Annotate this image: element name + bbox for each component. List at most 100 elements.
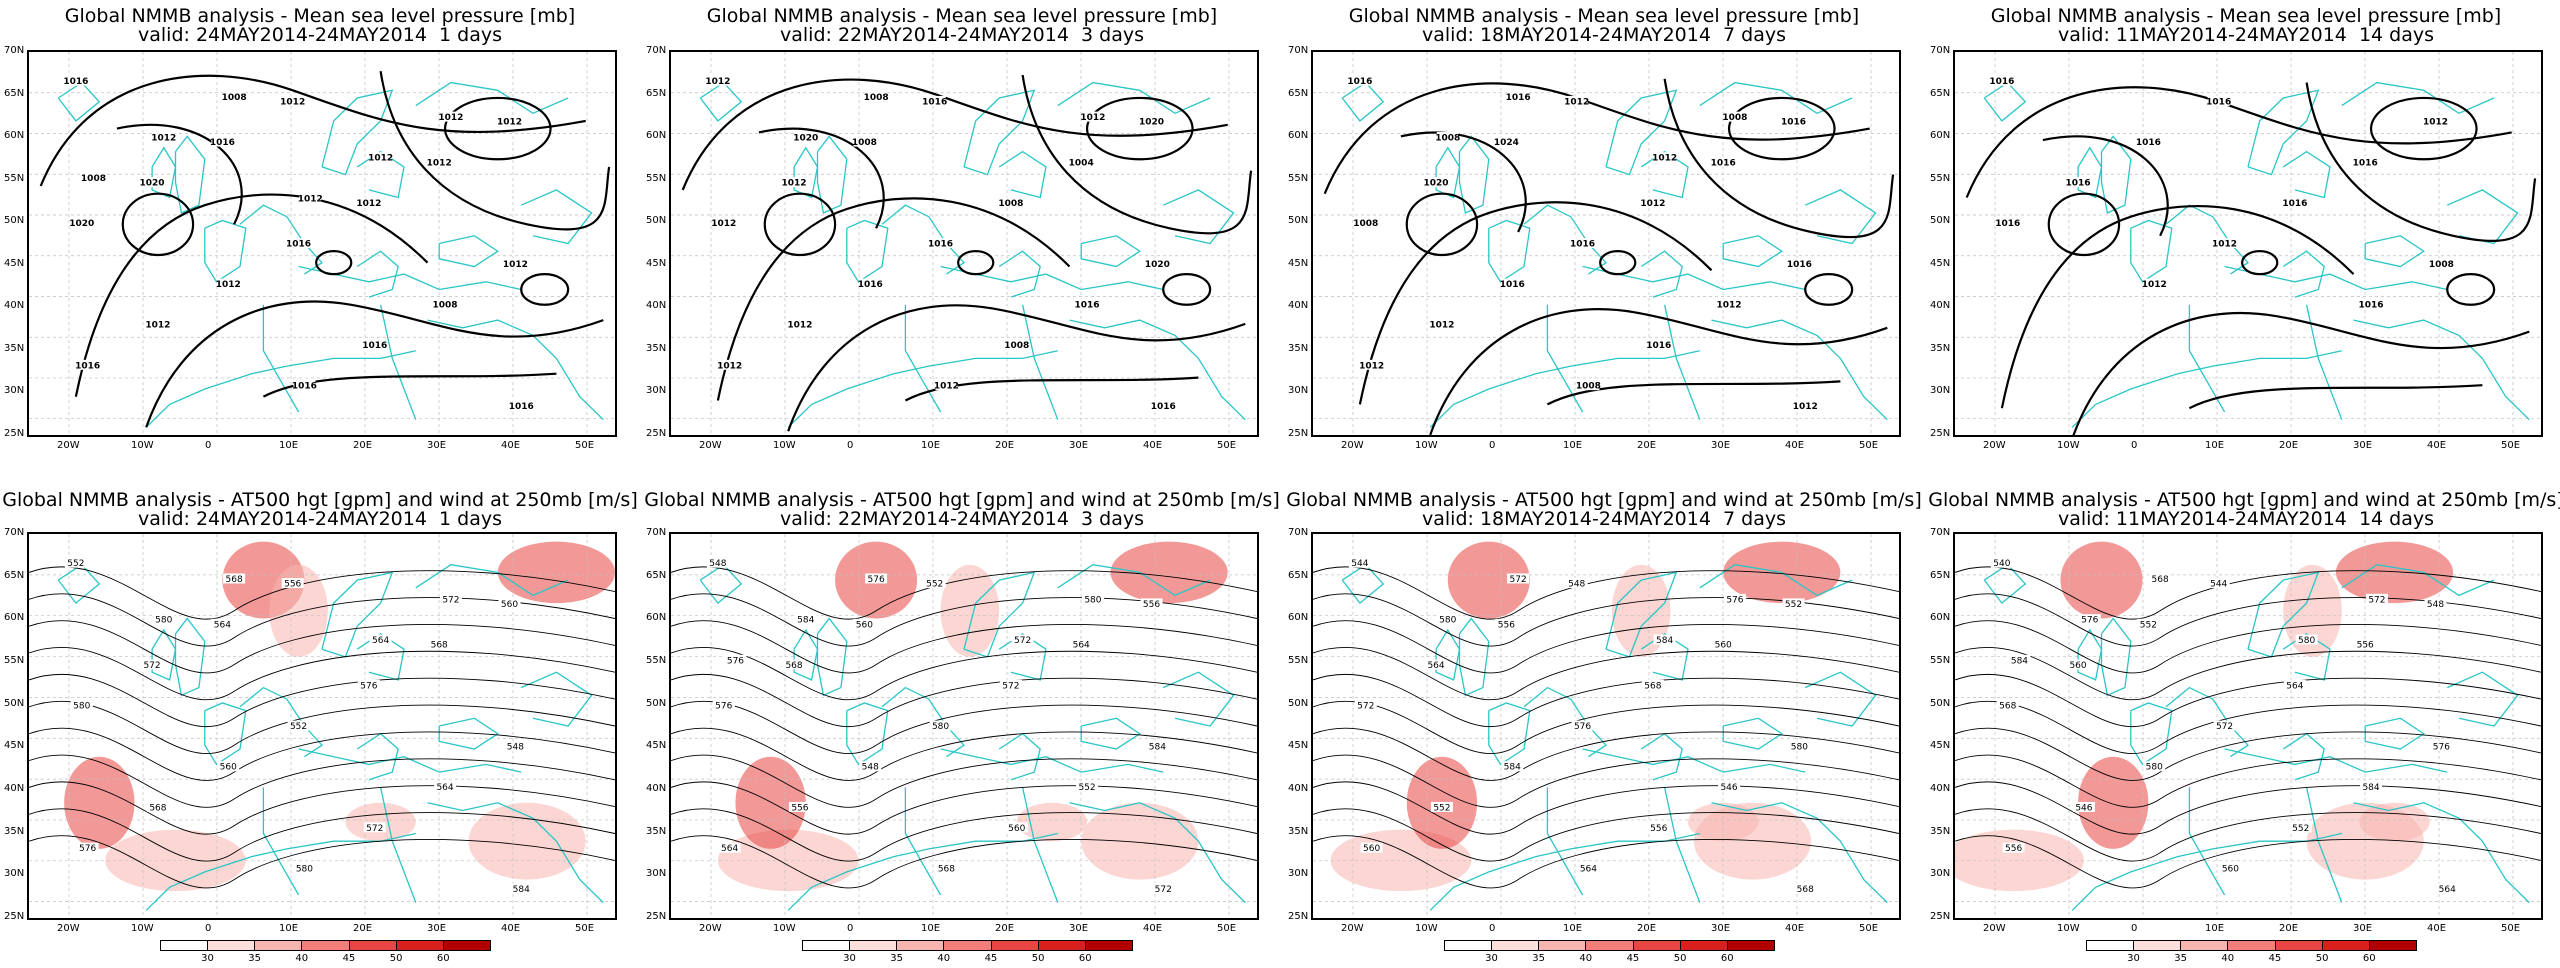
- contour-label: 568: [938, 865, 955, 875]
- colorbar: 30 35 40 45 50 60: [160, 940, 491, 968]
- coastline: [2341, 564, 2495, 597]
- lat-tick-label: 60N: [1288, 130, 1309, 142]
- contour-line: [1313, 620, 1899, 674]
- lon-tick-label: 50E: [1217, 440, 1237, 451]
- colorbar-segment: [2086, 940, 2135, 951]
- colorbar-segment: [254, 940, 303, 951]
- contour-line: [957, 250, 995, 276]
- coastline: [793, 146, 819, 199]
- lat-tick-label: 45N: [4, 257, 25, 269]
- lon-tick-label: 30E: [2353, 440, 2373, 451]
- contour-label: 580: [296, 865, 313, 875]
- coastline: [2100, 617, 2132, 697]
- lon-tick-label: 10E: [279, 923, 299, 934]
- contour-label: 556: [2357, 641, 2374, 651]
- coastline: [204, 702, 247, 766]
- contour-label: 1012: [1080, 113, 1105, 123]
- lat-tick-label: 55N: [646, 655, 667, 666]
- contour-label: 1012: [717, 361, 742, 371]
- contour-label: 576: [1726, 595, 1743, 605]
- colorbar-label: 40: [295, 953, 309, 964]
- contour-label: 1012: [2423, 118, 2448, 128]
- coastline: [1663, 787, 1701, 903]
- coastline: [1699, 564, 1853, 597]
- contour-label: 1004: [1069, 158, 1094, 168]
- coastline: [1080, 235, 1141, 268]
- lon-tick-label: 30E: [1069, 440, 1089, 451]
- contour-label: 1016: [928, 240, 953, 250]
- contour-line: [1955, 835, 2541, 889]
- map-panel: Global NMMB analysis - AT500 hgt [gpm] a…: [1284, 484, 1924, 964]
- contour-line: [1313, 808, 1899, 862]
- coastline: [520, 189, 593, 245]
- colorbar-segment: [207, 940, 256, 951]
- lat-tick-label: 50N: [1288, 215, 1309, 227]
- coastline: [520, 671, 593, 727]
- coastline: [998, 732, 1041, 781]
- lat-tick-label: 55N: [4, 172, 25, 184]
- lat-tick-label: 25N: [646, 911, 667, 922]
- contour-label: 1012: [438, 113, 463, 123]
- contour-label: 560: [1008, 824, 1025, 834]
- contour-line: [671, 781, 1257, 835]
- contour-line: [1313, 781, 1899, 835]
- lon-tick-label: 30E: [1711, 923, 1731, 934]
- contour-label: 1016: [1075, 300, 1100, 310]
- coastline: [356, 732, 399, 781]
- contour-label: 576: [727, 656, 744, 666]
- map-panel: Global NMMB analysis - AT500 hgt [gpm] a…: [1926, 484, 2560, 964]
- coastline: [415, 564, 569, 597]
- wind-shading: [1110, 541, 1228, 604]
- lon-tick-label: 10W: [2057, 440, 2080, 451]
- coastline: [174, 617, 206, 697]
- contour-line: [1663, 78, 1895, 239]
- colorbar-segment: [2180, 940, 2229, 951]
- coastline: [1546, 787, 1584, 896]
- wind-shading: [105, 829, 246, 892]
- lon-tick-label: 20E: [1637, 440, 1657, 451]
- contour-label: 1008: [222, 93, 247, 103]
- contour-label: 576: [2081, 616, 2098, 626]
- coastline: [1057, 564, 1211, 597]
- contour-label: 1016: [1506, 93, 1531, 103]
- contour-line: [29, 673, 615, 728]
- coastline: [427, 802, 604, 904]
- contour-line: [74, 193, 429, 397]
- coastline: [699, 81, 743, 122]
- contour-label: 1020: [1424, 179, 1449, 189]
- contour-label: 556: [1143, 600, 1160, 610]
- lat-tick-label: 35N: [1930, 342, 1951, 354]
- lon-tick-label: 20W: [1341, 440, 1364, 451]
- contour-line: [29, 700, 615, 754]
- contour-line: [1955, 700, 2541, 754]
- colorbar-segment: [1491, 940, 1540, 951]
- contour-label: 1020: [69, 219, 94, 229]
- coastline: [846, 219, 889, 283]
- contour-line: [29, 646, 615, 701]
- map-canvas: 1016 1012 1016 1024 1016 1020 1012 1008 1016 1016…: [1313, 52, 1899, 435]
- contour-label: 1016: [210, 138, 235, 148]
- coastline: [904, 787, 942, 896]
- coastline: [2446, 189, 2519, 245]
- contour-label: 1012: [427, 158, 452, 168]
- contour-label: 1012: [1652, 154, 1677, 164]
- contour-label: 1008: [1576, 382, 1601, 392]
- coastline: [262, 787, 300, 896]
- lon-tick-label: 20W: [1341, 923, 1364, 934]
- coastline: [1663, 304, 1701, 420]
- coastline: [2130, 219, 2173, 283]
- lon-tick-label: 50E: [575, 923, 595, 934]
- contour-line: [1358, 201, 1713, 405]
- colorbar-label: 60: [2362, 953, 2376, 964]
- lat-tick-label: 55N: [1288, 655, 1309, 666]
- coastline: [1983, 81, 2027, 122]
- contour-label: 1012: [1429, 321, 1454, 331]
- contour-line: [520, 273, 570, 306]
- lat-tick-label: 45N: [1930, 257, 1951, 269]
- contour-line: [1599, 250, 1637, 276]
- lat-tick-label: 30N: [1930, 385, 1951, 397]
- coastline: [1069, 802, 1246, 904]
- coastline: [1162, 671, 1235, 727]
- contour-label: 1008: [852, 138, 877, 148]
- coastline: [2364, 717, 2425, 750]
